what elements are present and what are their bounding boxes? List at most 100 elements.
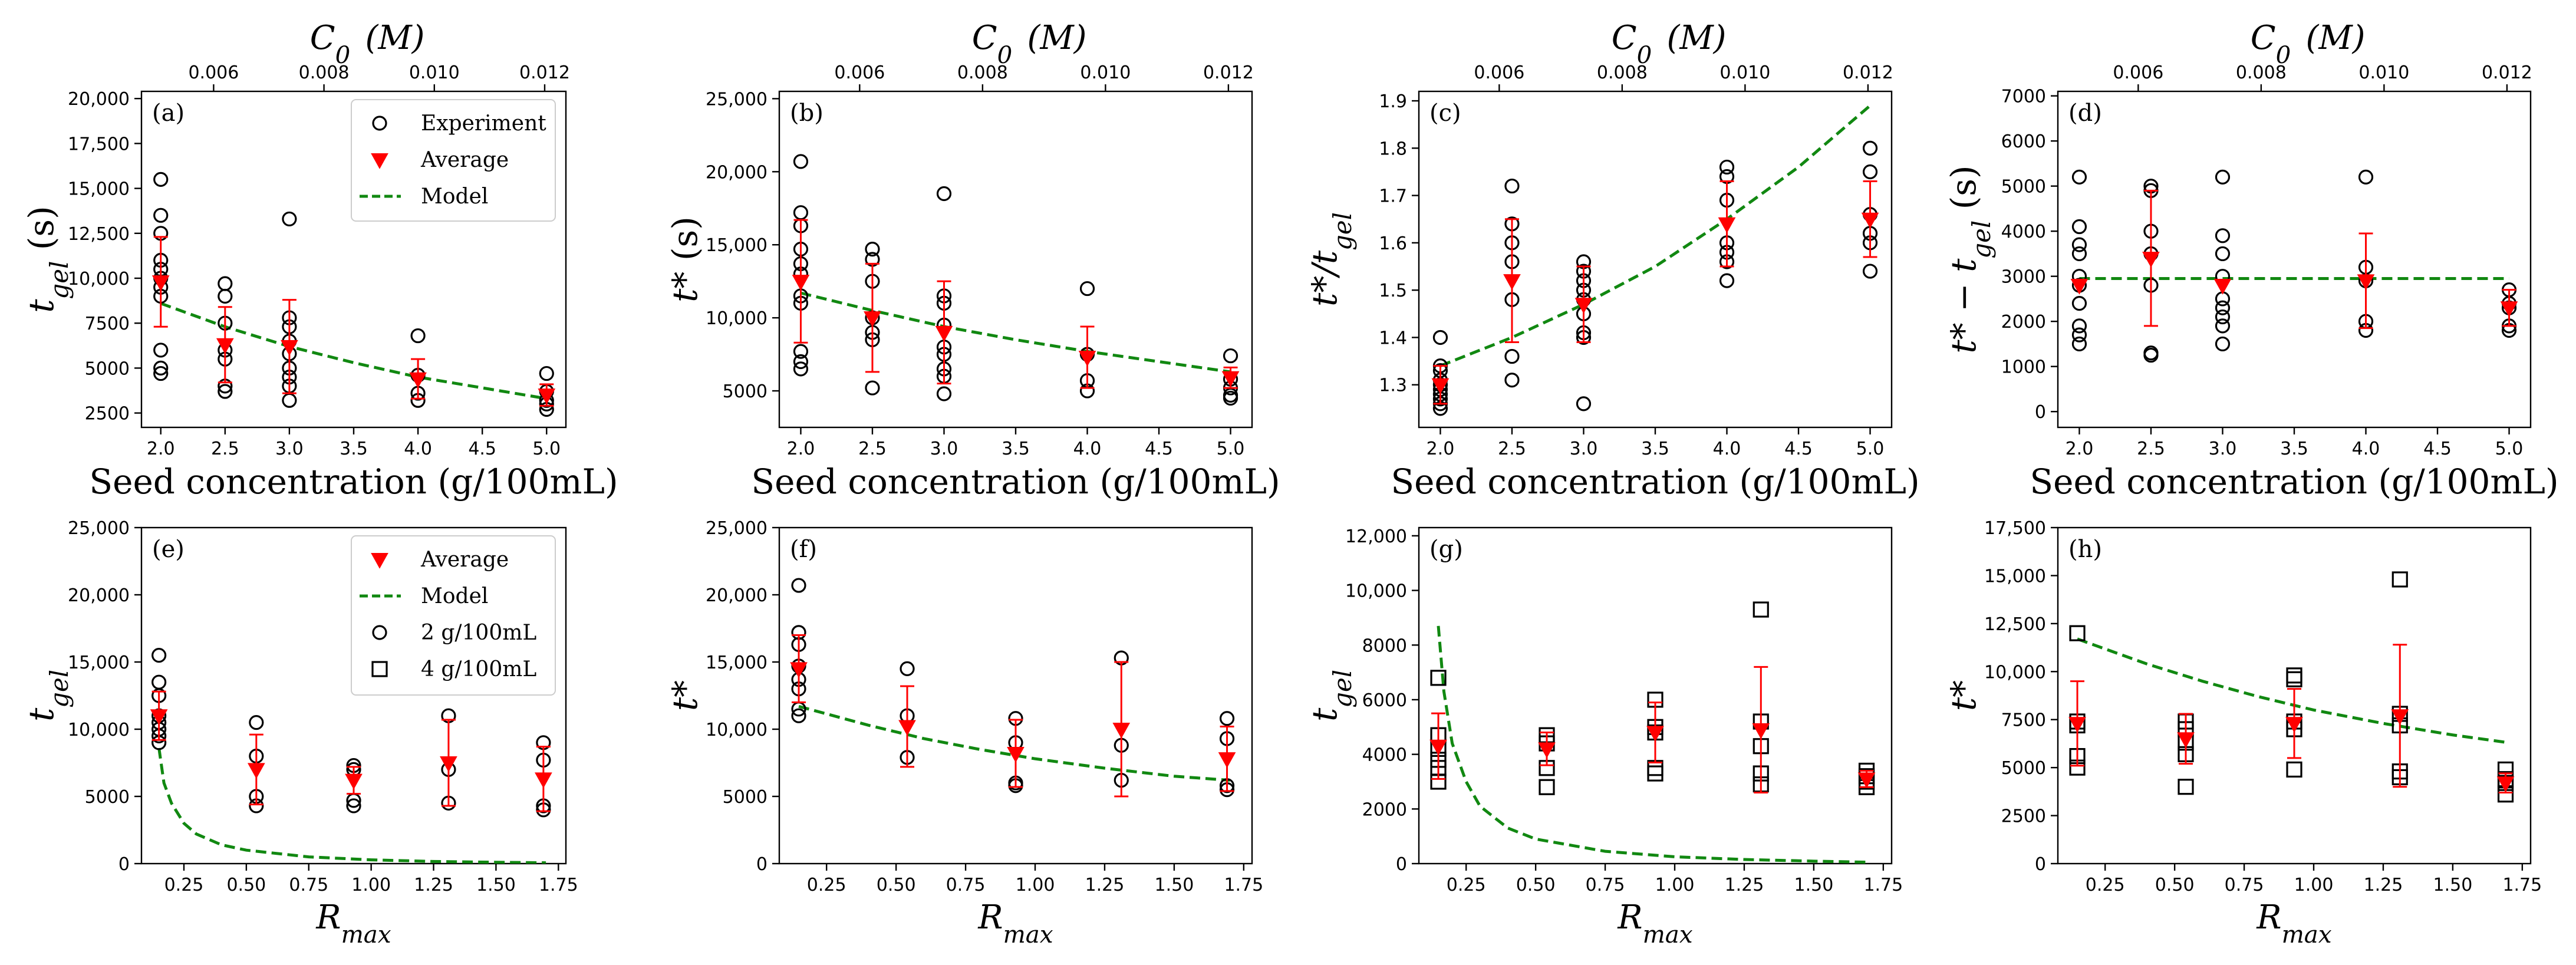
average-point (1646, 726, 1664, 742)
legend-entry: Model (421, 584, 488, 608)
average-point (1431, 378, 1450, 394)
x-tick-label: 2.0 (147, 439, 175, 459)
x-tick-label: 0.50 (1516, 875, 1556, 895)
circle-point (791, 708, 806, 723)
legend: Experiment Average Model (351, 99, 556, 222)
average-point (2070, 278, 2089, 295)
average-point (1221, 371, 1240, 387)
circle-point (793, 205, 809, 220)
y-tick-label: 12,500 (68, 224, 130, 245)
circle-point (2215, 318, 2231, 334)
model-line (798, 704, 1230, 782)
circle-point (865, 380, 880, 396)
average-point (1429, 739, 1447, 756)
square-point (1647, 765, 1663, 782)
x-tick-label: 1.75 (2502, 875, 2542, 895)
panel-label: (h) (2068, 536, 2102, 563)
plot-area (2070, 169, 2518, 363)
x-tick-label: 0.50 (2155, 875, 2195, 895)
x-tick-label: 1.75 (539, 875, 578, 895)
panel-label: (f) (790, 536, 817, 563)
y-tick-label: 6000 (1362, 690, 1407, 711)
x-tick-label: 1.00 (2294, 875, 2334, 895)
circle-point (793, 344, 809, 359)
y-tick-label: 15,000 (68, 653, 130, 673)
y-axis-label: tgel (1305, 670, 1357, 722)
top-axis-label: C0 (310, 19, 351, 69)
y-tick-label: 4000 (1362, 745, 1407, 766)
average-point (1752, 723, 1770, 739)
legend-triangle-marker (371, 553, 388, 569)
model-line (2077, 637, 2509, 745)
legend-circle-marker (372, 116, 387, 131)
square-point (1753, 601, 1769, 618)
y-tick-label: 10,000 (706, 308, 767, 329)
square-point (1430, 670, 1447, 686)
circle-point (153, 342, 169, 358)
average-point (1538, 742, 1556, 759)
average-point (864, 311, 881, 327)
average-point (790, 662, 808, 679)
x-tick-label: 3.0 (2209, 439, 2237, 459)
x-tick-label: 0.75 (1586, 875, 1625, 895)
y-tick-label: 20,000 (68, 585, 130, 606)
y-tick-label: 7500 (85, 314, 130, 334)
y-tick-label: 1.6 (1379, 233, 1407, 254)
x-tick-label: 1.75 (1224, 875, 1263, 895)
circle-point (218, 276, 233, 291)
circle-point (2143, 347, 2159, 363)
x-axis-label: Rmax (315, 898, 391, 948)
y-axis-label: t* − tgel (s) (1943, 165, 1996, 353)
x-tick-label: 2.5 (211, 439, 239, 459)
y-tick-label: 0 (2035, 402, 2046, 423)
x-tick-label: 0.25 (807, 875, 846, 895)
x-tick-label: 4.0 (1713, 439, 1741, 459)
average-point (281, 340, 298, 356)
circle-point (793, 361, 809, 377)
circle-point (793, 154, 809, 169)
x-tick-label: 1.25 (1725, 875, 1764, 895)
circle-point (1504, 373, 1520, 388)
top-tick-label: 0.012 (2482, 62, 2532, 83)
model-line (157, 747, 546, 864)
panel-label: (a) (152, 100, 185, 127)
y-tick-label: 25,000 (706, 89, 767, 110)
top-axis-unit: (M) (1027, 19, 1086, 57)
x-axis-label: Seed concentration (g/100mL) (751, 462, 1280, 502)
x-axis-label: Seed concentration (g/100mL) (2030, 462, 2558, 502)
y-tick-label: 7500 (2001, 710, 2046, 731)
x-tick-label: 3.5 (1002, 439, 1030, 459)
legend-entry: Average (420, 548, 509, 572)
y-axis-label-group: t* (665, 680, 705, 711)
circle-point (539, 365, 554, 381)
x-tick-label: 4.5 (1145, 439, 1173, 459)
average-point (1574, 298, 1593, 314)
top-tick-label: 0.008 (957, 62, 1008, 83)
legend: Average Model 2 g/100mL 4 g/100mL (351, 535, 556, 696)
x-tick-label: 1.00 (1655, 875, 1695, 895)
circle-point (218, 288, 233, 304)
y-tick-label: 1.5 (1379, 281, 1407, 301)
y-tick-label: 2000 (2001, 312, 2046, 332)
legend-entry: Experiment (421, 111, 546, 136)
plot-frame (1418, 90, 1893, 429)
x-tick-label: 1.25 (1085, 875, 1125, 895)
x-tick-label: 3.5 (340, 439, 368, 459)
average-point (1007, 747, 1025, 763)
y-tick-label: 10,000 (68, 269, 130, 289)
average-point (2068, 717, 2086, 733)
plot-area (2068, 571, 2515, 803)
y-tick-label: 5000 (2001, 177, 2046, 197)
y-tick-label: 20,000 (706, 585, 767, 606)
legend-triangle-marker (371, 153, 388, 169)
x-tick-label: 1.25 (2364, 875, 2403, 895)
x-tick-label: 2.0 (1427, 439, 1455, 459)
y-tick-label: 5000 (85, 787, 130, 808)
x-tick-label: 2.0 (2066, 439, 2094, 459)
legend-circle-marker (372, 625, 387, 640)
circle-point (1862, 140, 1878, 156)
y-axis-label-group: t* (1943, 680, 1984, 711)
square-point (2286, 671, 2302, 687)
circle-point (1432, 330, 1448, 345)
plot-area (150, 647, 552, 864)
